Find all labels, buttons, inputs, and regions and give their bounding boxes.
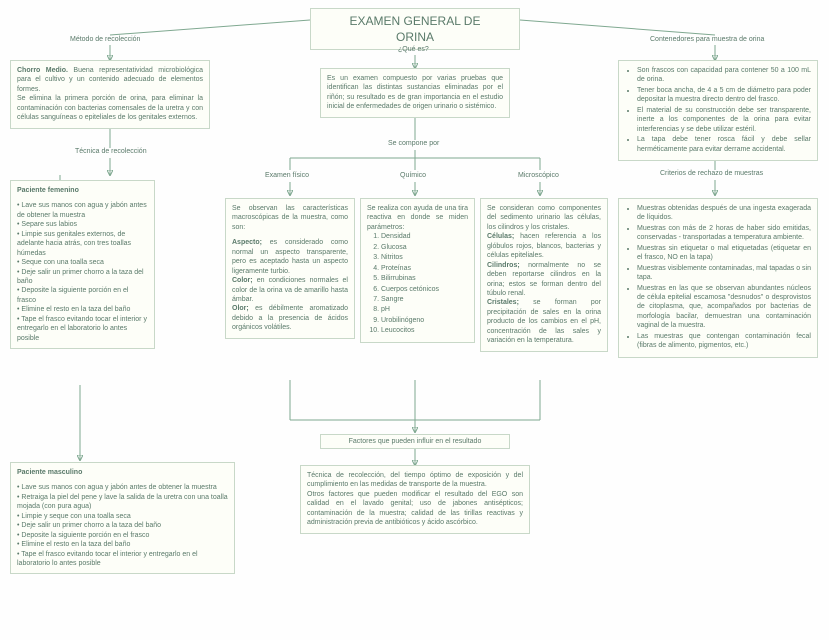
list-item: • Limpie sus genitales externos, de adel… (17, 230, 148, 258)
list-item: La tapa debe tener rosca fácil y debe se… (637, 135, 811, 154)
list-item: Leucocitos (381, 326, 468, 335)
label-criterios: Criterios de rechazo de muestras (660, 170, 763, 177)
contenedores-list: Son frascos con capacidad para contener … (625, 66, 811, 154)
masc-list: • Lave sus manos con agua y jabón antes … (17, 483, 228, 568)
list-item: • Tape el frasco evitando tocar el inter… (17, 550, 228, 569)
list-item: Proteínas (381, 264, 468, 273)
factores-label: Factores que pueden influir en el result… (349, 438, 482, 445)
fem-h: Paciente femenino (17, 186, 148, 195)
list-item: Tener boca ancha, de 4 a 5 cm de diámetr… (637, 86, 811, 105)
criterios-box: Muestras obtenidas después de una ingest… (618, 198, 818, 358)
title-box: EXAMEN GENERAL DE ORINA (310, 8, 520, 50)
list-item: • Elimine el resto en la taza del baño (17, 540, 228, 549)
fisico-box: Se observan las características macroscó… (225, 198, 355, 339)
olor: es débilmente aromatizado debido a la pr… (232, 305, 348, 331)
factores-label-box: Factores que pueden influir en el result… (320, 434, 510, 449)
list-item: Sangre (381, 295, 468, 304)
fem-box: Paciente femenino • Lave sus manos con a… (10, 180, 155, 349)
micro-box: Se consideran como componentes del sedim… (480, 198, 608, 352)
list-item: Muestras sin etiquetar o mal etiquetadas… (637, 244, 811, 263)
masc-box: Paciente masculino • Lave sus manos con … (10, 462, 235, 574)
list-item: Muestras obtenidas después de una ingest… (637, 204, 811, 223)
list-item: • Deje salir un primer chorro a la taza … (17, 521, 228, 530)
list-item: Urobilinógeno (381, 316, 468, 325)
masc-h: Paciente masculino (17, 468, 228, 477)
list-item: • Deje salir un primer chorro a la taza … (17, 268, 148, 287)
chorro-p2: Se elimina la primera porción de orina, … (17, 95, 203, 121)
quees-box: Es un examen compuesto por varias prueba… (320, 68, 510, 118)
list-item: • Lave sus manos con agua y jabón antes … (17, 483, 228, 492)
olor-h: Olor; (232, 305, 249, 312)
list-item: • Deposite la siguiente porción en el fr… (17, 286, 148, 305)
list-item: • Tape el frasco evitando tocar el inter… (17, 315, 148, 343)
cil-h: Cilindros; (487, 262, 520, 269)
title: EXAMEN GENERAL DE ORINA (350, 14, 481, 44)
fem-list: • Lave sus manos con agua y jabón antes … (17, 201, 148, 343)
cel-h: Células; (487, 233, 514, 240)
list-item: Muestras con más de 2 horas de haber sid… (637, 224, 811, 243)
fisico-intro: Se observan las características macroscó… (232, 204, 348, 232)
cri-h: Cristales; (487, 299, 519, 306)
list-item: • Separe sus labios (17, 220, 148, 229)
list-item: Glucosa (381, 243, 468, 252)
label-quimico: Químico (400, 172, 426, 179)
list-item: Densidad (381, 232, 468, 241)
list-item: El material de su construcción debe ser … (637, 106, 811, 134)
color-h: Color; (232, 277, 253, 284)
list-item: • Lave sus manos con agua y jabón antes … (17, 201, 148, 220)
list-item: • Seque con una toalla seca (17, 258, 148, 267)
quimico-list: Densidad GlucosaNitritos ProteínasBilirrub… (367, 232, 468, 335)
list-item: • Elimine el resto en la taza del baño (17, 305, 148, 314)
contenedores-box: Son frascos con capacidad para contener … (618, 60, 818, 161)
label-quees: ¿Qué es? (398, 46, 429, 53)
quimico-box: Se realiza con ayuda de una tira reactiv… (360, 198, 475, 343)
list-item: Son frascos con capacidad para contener … (637, 66, 811, 85)
factores-box: Técnica de recolección, del tiempo óptim… (300, 465, 530, 534)
criterios-list: Muestras obtenidas después de una ingest… (625, 204, 811, 351)
label-micro: Microscópico (518, 172, 559, 179)
quees-text: Es un examen compuesto por varias prueba… (327, 75, 503, 110)
chorro-h: Chorro Medio. (17, 67, 68, 74)
fact-p2: Otros factores que pueden modificar el r… (307, 490, 523, 528)
list-item: Nitritos (381, 253, 468, 262)
label-metodo: Método de recolección (70, 36, 140, 43)
list-item: Cuerpos cetónicos (381, 285, 468, 294)
label-secompone: Se compone por (388, 140, 439, 147)
quimico-intro: Se realiza con ayuda de una tira reactiv… (367, 204, 468, 232)
list-item: Muestras en las que se observan abundant… (637, 284, 811, 331)
label-fisico: Examen físico (265, 172, 309, 179)
list-item: Las muestras que contengan contaminación… (637, 332, 811, 351)
fact-p1: Técnica de recolección, del tiempo óptim… (307, 471, 523, 490)
list-item: • Limpie y seque con una toalla seca (17, 512, 228, 521)
chorro-box: Chorro Medio. Buena representatividad mi… (10, 60, 210, 129)
aspecto-h: Aspecto; (232, 239, 262, 246)
list-item: • Retraiga la piel del pene y lave la sa… (17, 493, 228, 512)
list-item: Muestras visiblemente contaminadas, mal … (637, 264, 811, 283)
list-item: • Deposite la siguiente porción en el fr… (17, 531, 228, 540)
micro-intro: Se consideran como componentes del sedim… (487, 204, 601, 232)
list-item: pH (381, 305, 468, 314)
label-tecnica: Técnica de recolección (75, 148, 147, 155)
list-item: Bilirrubinas (381, 274, 468, 283)
label-contenedores: Contenedores para muestra de orina (650, 36, 764, 43)
